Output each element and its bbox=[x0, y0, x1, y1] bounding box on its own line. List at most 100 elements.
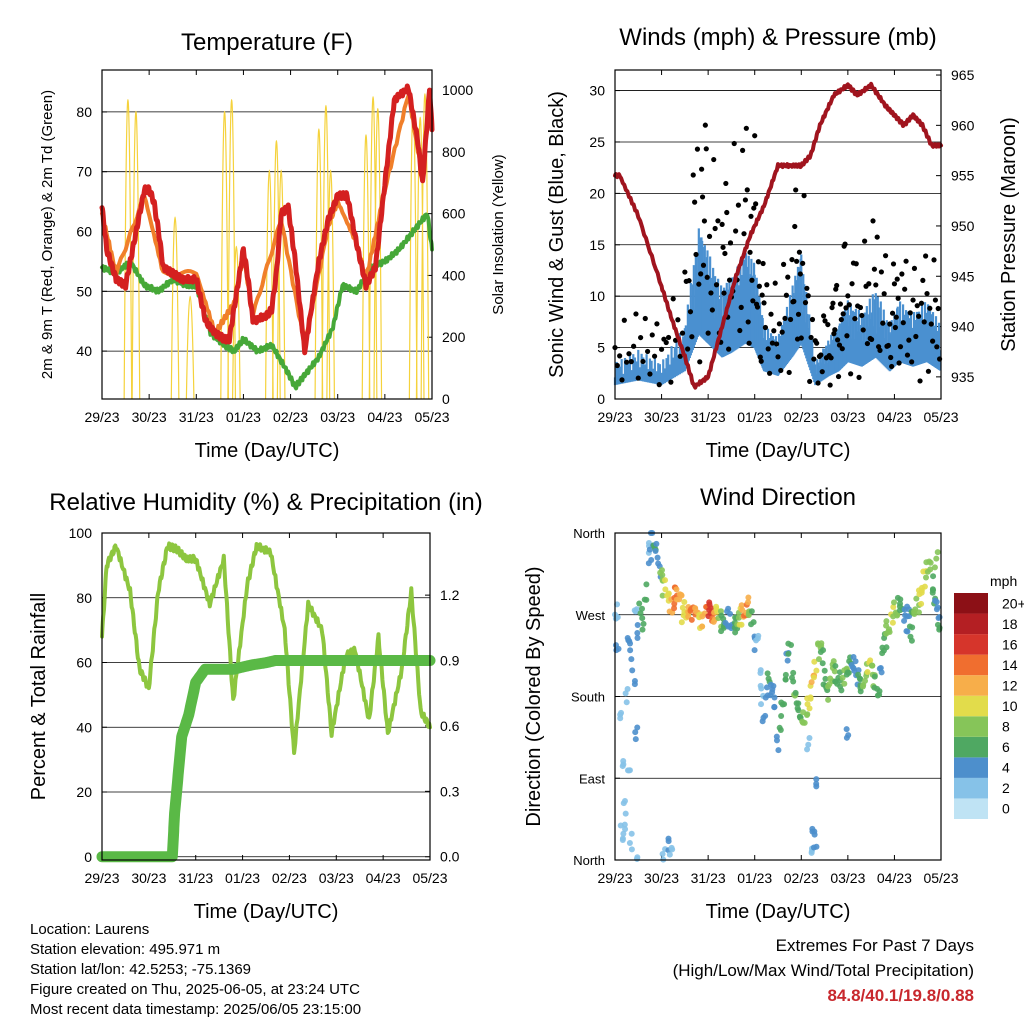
gust-dot bbox=[795, 311, 802, 317]
direction-point bbox=[795, 707, 802, 714]
gust-dot bbox=[862, 238, 868, 244]
gust-dot bbox=[745, 319, 751, 325]
direction-point bbox=[760, 714, 767, 721]
gust-dot bbox=[917, 378, 923, 384]
gust-dot bbox=[737, 327, 743, 334]
gust-dot bbox=[873, 282, 879, 288]
colorbar-swatch bbox=[954, 675, 988, 696]
y-tick-label: 0 bbox=[597, 391, 605, 407]
direction-point bbox=[792, 689, 799, 696]
direction-point bbox=[904, 603, 911, 610]
direction-point bbox=[637, 610, 644, 617]
gust-dot bbox=[794, 258, 800, 264]
gust-dot bbox=[807, 378, 813, 385]
gust-dot bbox=[749, 277, 755, 283]
gust-dot bbox=[772, 280, 778, 286]
gust-dot bbox=[757, 354, 763, 360]
x-tick-label: 29/23 bbox=[597, 409, 632, 425]
gust-dot bbox=[832, 327, 838, 333]
gust-dot bbox=[815, 380, 821, 386]
gust-dot bbox=[932, 297, 939, 303]
y-right-tick-label: 945 bbox=[951, 268, 975, 284]
y-tick-label: 80 bbox=[76, 590, 92, 606]
direction-point bbox=[652, 548, 659, 555]
direction-point bbox=[619, 763, 626, 770]
location-text: Location: Laurens bbox=[30, 921, 150, 938]
x-axis-label: Time (Day/UTC) bbox=[706, 901, 851, 923]
colorbar-level-label: 10 bbox=[1002, 698, 1018, 714]
extremes-values: 84.8/40.1/19.8/0.88 bbox=[827, 986, 974, 1005]
gust-dot bbox=[658, 346, 665, 352]
x-tick-label: 31/23 bbox=[178, 870, 213, 886]
y-right-tick-label: 965 bbox=[951, 67, 975, 83]
gust-dot bbox=[800, 260, 806, 266]
gust-dot bbox=[877, 347, 883, 353]
direction-point bbox=[918, 600, 925, 607]
gust-dot bbox=[819, 369, 825, 375]
gust-dot bbox=[741, 231, 747, 237]
gust-dot bbox=[614, 362, 620, 369]
direction-point bbox=[653, 540, 660, 547]
gust-dot bbox=[723, 180, 729, 187]
direction-point bbox=[822, 675, 829, 682]
direction-point bbox=[646, 546, 653, 553]
gust-dot bbox=[821, 313, 827, 319]
x-tick-label: 30/23 bbox=[132, 409, 167, 425]
gust-dot bbox=[642, 315, 648, 322]
solar-insolation-line bbox=[170, 216, 180, 400]
direction-point bbox=[640, 620, 647, 627]
gust-dot bbox=[889, 310, 896, 316]
gust-dot bbox=[744, 187, 750, 193]
plot-border bbox=[614, 532, 942, 861]
gust-dot bbox=[709, 307, 715, 313]
gust-dot bbox=[786, 369, 792, 376]
direction-point bbox=[612, 615, 619, 622]
direction-point bbox=[624, 767, 631, 774]
gust-dot bbox=[758, 358, 764, 364]
direction-point bbox=[804, 711, 811, 718]
direction-point bbox=[855, 667, 862, 674]
direction-point bbox=[778, 713, 785, 720]
direction-point bbox=[626, 839, 633, 846]
direction-point bbox=[623, 699, 630, 706]
gust-dot bbox=[752, 133, 758, 139]
direction-point bbox=[622, 810, 629, 817]
direction-point bbox=[632, 608, 639, 615]
gust-dot bbox=[689, 334, 695, 340]
gust-dot bbox=[825, 321, 831, 328]
direction-point bbox=[612, 642, 619, 649]
direction-point bbox=[622, 826, 629, 833]
colorbar-level-label: 8 bbox=[1002, 719, 1010, 735]
gust-dot bbox=[759, 292, 765, 298]
y-right-tick-label: 0.0 bbox=[440, 849, 460, 865]
x-axis-label: Time (Day/UTC) bbox=[194, 901, 339, 923]
gust-dot bbox=[675, 317, 681, 323]
gust-dot bbox=[853, 261, 859, 267]
direction-point bbox=[926, 558, 933, 565]
gust-dot bbox=[845, 293, 851, 299]
direction-point bbox=[817, 649, 824, 656]
colorbar-level-label: 20+ bbox=[1002, 595, 1024, 611]
y-tick-label: 70 bbox=[76, 164, 92, 180]
gust-dot bbox=[690, 172, 696, 178]
gust-dot bbox=[878, 269, 884, 275]
gust-dot bbox=[839, 346, 845, 352]
y-axis-label: Percent & Total Rainfall bbox=[28, 593, 50, 801]
gust-dot bbox=[930, 338, 936, 344]
gust-dot bbox=[656, 382, 662, 388]
elevation-text: Station elevation: 495.971 m bbox=[30, 941, 221, 958]
direction-point bbox=[821, 667, 828, 674]
chart-direction: Wind Direction Time (Day/UTC) 29/23 30/23 31… bbox=[523, 484, 1024, 923]
direction-point bbox=[629, 667, 636, 674]
direction-point bbox=[641, 596, 648, 603]
direction-point bbox=[815, 656, 822, 663]
extremes-block: Extremes For Past 7 Days (High/Low/Max W… bbox=[673, 933, 974, 1008]
gust-dot bbox=[764, 282, 770, 288]
gust-dot bbox=[727, 240, 734, 246]
gust-dot bbox=[885, 342, 891, 349]
gust-dot bbox=[771, 328, 777, 334]
direction-point bbox=[748, 608, 755, 615]
gust-dot bbox=[751, 205, 757, 211]
gust-dot bbox=[899, 271, 905, 277]
